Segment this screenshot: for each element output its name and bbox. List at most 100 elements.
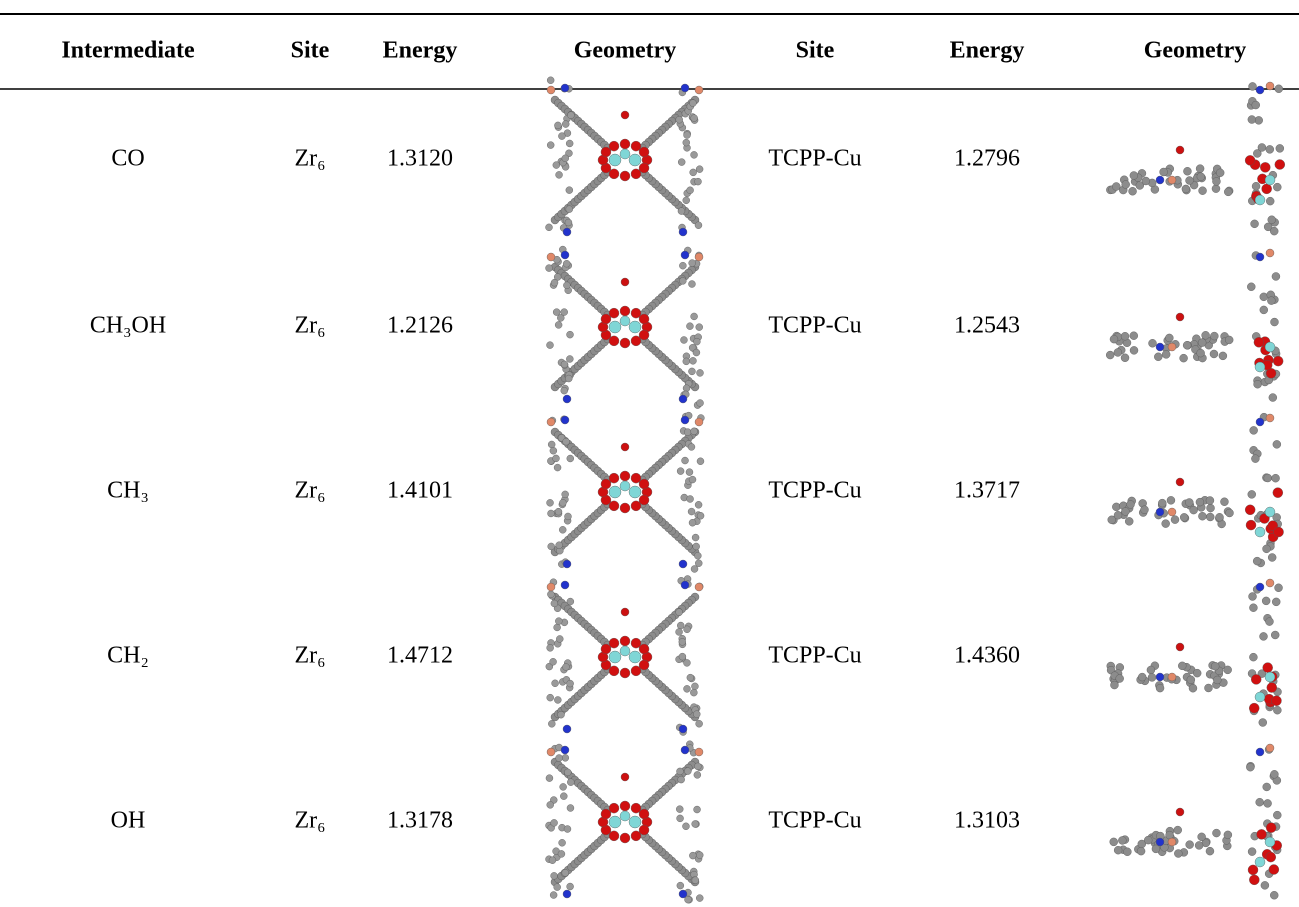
atom	[688, 281, 695, 288]
atom	[1263, 663, 1273, 673]
atom	[547, 801, 554, 808]
atom	[681, 251, 689, 259]
table-cell: 1.4360	[954, 643, 1020, 669]
table-cell: CH₃OH	[90, 313, 166, 339]
atom	[689, 519, 696, 526]
atom	[683, 659, 690, 666]
atom	[1168, 176, 1176, 184]
atom	[1263, 545, 1271, 553]
atom	[678, 208, 685, 215]
table-cell: Zr₆	[294, 478, 325, 504]
atom	[1122, 181, 1130, 189]
atom	[679, 395, 687, 403]
atom	[1198, 512, 1206, 520]
atom	[567, 455, 574, 462]
atom	[1121, 507, 1129, 515]
atom	[1187, 676, 1195, 684]
table-cell: 1.3717	[954, 478, 1020, 504]
atom	[547, 142, 554, 149]
atom	[692, 877, 699, 884]
atom	[558, 711, 565, 718]
atom	[1168, 508, 1176, 516]
atom	[1148, 673, 1156, 681]
atom	[1262, 597, 1270, 605]
atom	[695, 583, 703, 591]
atom	[561, 361, 568, 368]
atom	[1198, 833, 1206, 841]
atom	[558, 850, 565, 857]
atom	[691, 683, 698, 690]
atom	[1180, 513, 1188, 521]
atom	[681, 416, 689, 424]
atom	[554, 122, 561, 129]
atom	[1118, 836, 1126, 844]
header-cell: Intermediate	[61, 38, 195, 64]
table-cell: TCPP-Cu	[768, 808, 861, 834]
atom	[1176, 478, 1184, 486]
atom	[551, 600, 558, 607]
atom	[1270, 891, 1278, 899]
atom	[1110, 681, 1118, 689]
atom	[1273, 440, 1281, 448]
atom	[1255, 527, 1265, 537]
atom	[558, 133, 565, 140]
atom	[1265, 342, 1275, 352]
atom	[1254, 337, 1264, 347]
atom	[566, 187, 573, 194]
atom	[1270, 227, 1278, 235]
atom	[547, 418, 555, 426]
atom	[1246, 763, 1254, 771]
atom	[1249, 703, 1259, 713]
table: IntermediateSiteEnergyGeometrySiteEnergy…	[0, 0, 1299, 907]
atom	[562, 869, 569, 876]
atom	[693, 543, 700, 550]
atom	[620, 306, 630, 316]
atom	[690, 689, 697, 696]
atom	[1245, 505, 1255, 515]
atom	[689, 357, 696, 364]
atom	[546, 265, 553, 272]
table-cell: OH	[111, 808, 146, 834]
atom	[1197, 173, 1205, 181]
atom	[679, 228, 687, 236]
atom	[552, 455, 559, 462]
atom	[639, 809, 649, 819]
atom	[1268, 553, 1276, 561]
atom	[1255, 692, 1265, 702]
atom	[1273, 811, 1281, 819]
atom	[609, 308, 619, 318]
atom	[1260, 293, 1268, 301]
atom	[683, 385, 690, 392]
table-cell: Zr₆	[294, 808, 325, 834]
atom	[686, 469, 693, 476]
atom	[561, 581, 569, 589]
atom	[697, 512, 704, 519]
atom	[1264, 474, 1272, 482]
atom	[559, 526, 566, 533]
atom	[546, 224, 553, 231]
atom	[1265, 175, 1275, 185]
atom	[1185, 498, 1193, 506]
atom	[1195, 841, 1203, 849]
atom	[688, 508, 695, 515]
atom	[620, 316, 630, 326]
atom	[1168, 343, 1176, 351]
atom	[561, 84, 569, 92]
atom	[1186, 841, 1194, 849]
atom	[1176, 146, 1184, 154]
atom	[1206, 496, 1214, 504]
atom	[1256, 798, 1264, 806]
atom	[1256, 86, 1264, 94]
atom	[691, 151, 698, 158]
geometry-image	[546, 575, 703, 735]
atom	[567, 804, 574, 811]
atom	[1180, 354, 1188, 362]
atom	[1249, 875, 1259, 885]
atom	[1156, 508, 1164, 516]
atom	[567, 331, 574, 338]
atom	[683, 358, 690, 365]
atom	[1168, 838, 1176, 846]
atom	[553, 309, 560, 316]
atom	[695, 86, 703, 94]
atom	[689, 100, 696, 107]
